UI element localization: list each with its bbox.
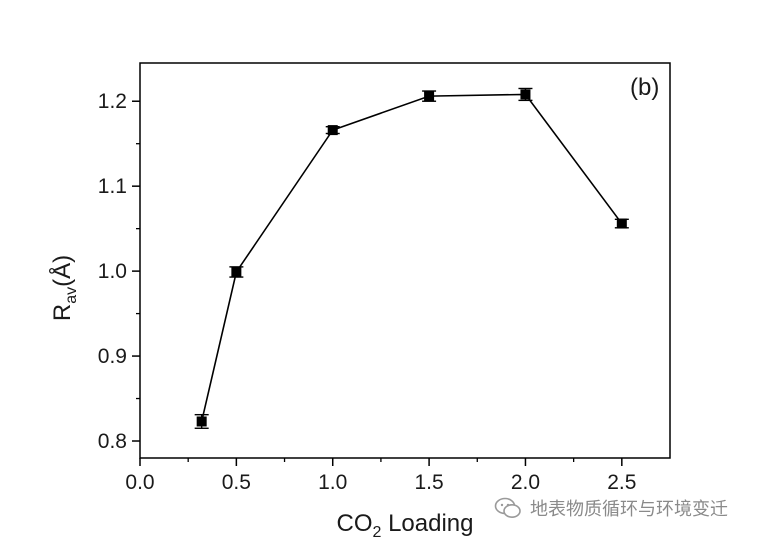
- data-point: [424, 91, 435, 102]
- y-tick-label: 1.1: [98, 175, 127, 198]
- panel-label: (b): [630, 74, 659, 101]
- data-point: [327, 125, 338, 136]
- y-tick-label: 1.2: [98, 90, 127, 113]
- series-line: [200, 93, 623, 422]
- x-tick-label: 0.5: [222, 471, 251, 494]
- data-layer: [194, 87, 629, 429]
- watermark-text: 地表物质循环与环境变迁: [530, 499, 728, 520]
- x-tick-label: 1.0: [318, 471, 347, 494]
- y-tick-label: 0.9: [98, 345, 127, 368]
- wechat-logo-icon: [494, 497, 521, 518]
- data-point: [520, 89, 531, 100]
- x-tick-label: 1.5: [414, 471, 443, 494]
- y-axis-title: Rav(Å): [48, 255, 80, 321]
- data-point: [231, 266, 242, 277]
- x-tick-label: 0.0: [125, 471, 154, 494]
- y-tick-label: 0.8: [98, 430, 127, 453]
- x-tick-label: 2.5: [607, 471, 636, 494]
- y-tick-label: 1.0: [98, 260, 127, 283]
- watermark: 地表物质循环与环境变迁: [494, 495, 728, 521]
- data-point: [196, 416, 207, 427]
- plot-frame: [139, 62, 671, 459]
- x-tick-label: 2.0: [511, 471, 540, 494]
- x-axis-title: CO2 Loading: [337, 510, 474, 541]
- ticks-layer: 0.0 0.5 1.0 1.5 2.0 2.5 0.8 0.9 1.0 1.1 1.2: [98, 90, 637, 494]
- data-point: [616, 218, 627, 229]
